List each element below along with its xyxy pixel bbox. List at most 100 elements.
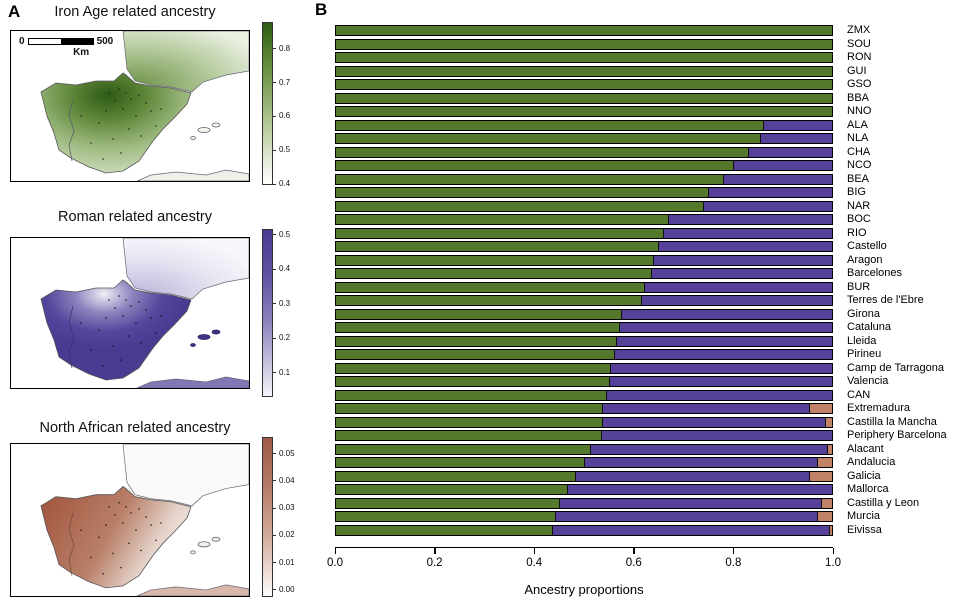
bar-label: Castilla y Leon (847, 496, 920, 509)
colorbar-tick-mark (272, 534, 276, 536)
bar-row: SOU (335, 38, 960, 52)
bar-label: Barcelones (847, 267, 903, 280)
bar-label: CHA (847, 145, 871, 158)
stacked-bar (335, 349, 833, 361)
bar-segment-roman (555, 512, 817, 522)
stacked-bar (335, 214, 833, 226)
bar-segment-roman (663, 228, 832, 238)
bar-label: RON (847, 51, 872, 64)
bar-segment-roman (618, 323, 832, 333)
bar-label: Girona (847, 307, 881, 320)
bar-label: SOU (847, 37, 871, 50)
france-landmass (122, 238, 249, 300)
colorbar-tick-label: 0.00 (279, 584, 295, 594)
balearic-islands (190, 122, 221, 140)
bar-segment-roman (653, 255, 832, 265)
iberia-landmass (40, 279, 192, 381)
scalebar-unit-label: Km (73, 47, 90, 58)
colorbar-tick-label: 0.01 (279, 557, 295, 567)
stacked-bar (335, 470, 833, 482)
bar-row: Valencia (335, 375, 960, 389)
bar-segment-iron-age (336, 377, 609, 387)
bar-row: Eivissa (335, 524, 960, 538)
bar-segment-iron-age (336, 161, 733, 171)
bar-segment-iron-age (336, 296, 642, 306)
bar-row: Andalucia (335, 456, 960, 470)
bar-row: Castilla la Mancha (335, 416, 960, 430)
x-tick-label: 0.6 (625, 557, 642, 569)
bar-segment-roman (608, 377, 832, 387)
france-landmass (122, 31, 249, 93)
x-tick-label: 0.4 (526, 557, 543, 569)
panel-a-label: A (8, 2, 21, 21)
bar-segment-iron-age (336, 228, 664, 238)
bar-segment-iron-age (336, 431, 602, 441)
bar-row: BEA (335, 173, 960, 187)
bar-row: BOC (335, 213, 960, 227)
bar-segment-roman (708, 188, 832, 198)
panel-b-label: B (315, 0, 328, 19)
roman-map-svg (40, 238, 249, 388)
bar-row: BBA (335, 92, 960, 106)
colorbar-tick-label: 0.7 (279, 77, 291, 87)
stacked-bar (335, 38, 833, 50)
bar-row: Aragon (335, 254, 960, 268)
bar-label: Lleida (847, 334, 877, 347)
bar-segment-iron-age (336, 458, 584, 468)
bar-segment-iron-age (336, 93, 832, 103)
stacked-bar (335, 25, 833, 37)
bar-label: Periphery Barcelona (847, 429, 947, 442)
bar-row: Mallorca (335, 483, 960, 497)
stacked-bar (335, 362, 833, 374)
bar-row: BUR (335, 281, 960, 295)
bar-segment-iron-age (336, 188, 708, 198)
stacked-bar (335, 295, 833, 307)
bar-segment-iron-age (336, 323, 619, 333)
bar-label: GUI (847, 64, 867, 77)
bar-segment-iron-age (336, 120, 763, 130)
bar-label: Galicia (847, 469, 881, 482)
stacked-bar (335, 308, 833, 320)
bar-label: Eivissa (847, 523, 882, 536)
north-africa-landmass (136, 169, 249, 181)
colorbar-tick-mark (272, 337, 276, 339)
bar-segment-iron-age (336, 215, 669, 225)
colorbar-tick-label: 0.4 (279, 179, 291, 188)
portugal-border (68, 512, 75, 576)
bar-label: Extremadura (847, 402, 910, 415)
bar-row: Galicia (335, 470, 960, 484)
bar-row: Camp de Tarragona (335, 362, 960, 376)
bar-segment-roman (551, 525, 830, 535)
bar-segment-iron-age (336, 498, 560, 508)
bar-segment-iron-age (336, 444, 590, 454)
portugal-border (68, 98, 75, 162)
iron-age-colorbar: 0.8 0.7 0.6 0.5 0.4 (262, 22, 290, 188)
balearic-islands (190, 329, 221, 347)
x-tick-mark (533, 548, 536, 554)
colorbar-tick-label: 0.3 (279, 298, 291, 308)
x-axis: 0.0 0.2 0.4 0.6 0.8 1.0 (327, 547, 841, 582)
bar-row: Terres de l'Ebre (335, 294, 960, 308)
north-african-map (10, 443, 250, 597)
map3-title: North African related ancestry (39, 420, 231, 436)
bar-row: Murcia (335, 510, 960, 524)
bar-segment-iron-age (336, 26, 832, 36)
bar-segment-roman (641, 296, 832, 306)
colorbar-tick-mark (272, 48, 276, 50)
bar-segment-iron-age (336, 80, 832, 90)
scalebar-bar (27, 38, 94, 45)
bar-segment-iron-age (336, 336, 617, 346)
x-tick-mark (832, 548, 834, 554)
stacked-bar (335, 79, 833, 91)
bar-segment-roman (584, 458, 818, 468)
bar-label: Alacant (847, 442, 884, 455)
bar-row: Girona (335, 308, 960, 322)
stacked-bar (335, 92, 833, 104)
bar-label: Mallorca (847, 483, 889, 496)
bar-row: CAN (335, 389, 960, 403)
bar-segment-iron-age (336, 147, 748, 157)
bar-segment-roman (732, 161, 832, 171)
colorbar-tick-mark (272, 480, 276, 482)
colorbar-tick-mark (272, 115, 276, 117)
bar-label: Cataluna (847, 321, 892, 334)
